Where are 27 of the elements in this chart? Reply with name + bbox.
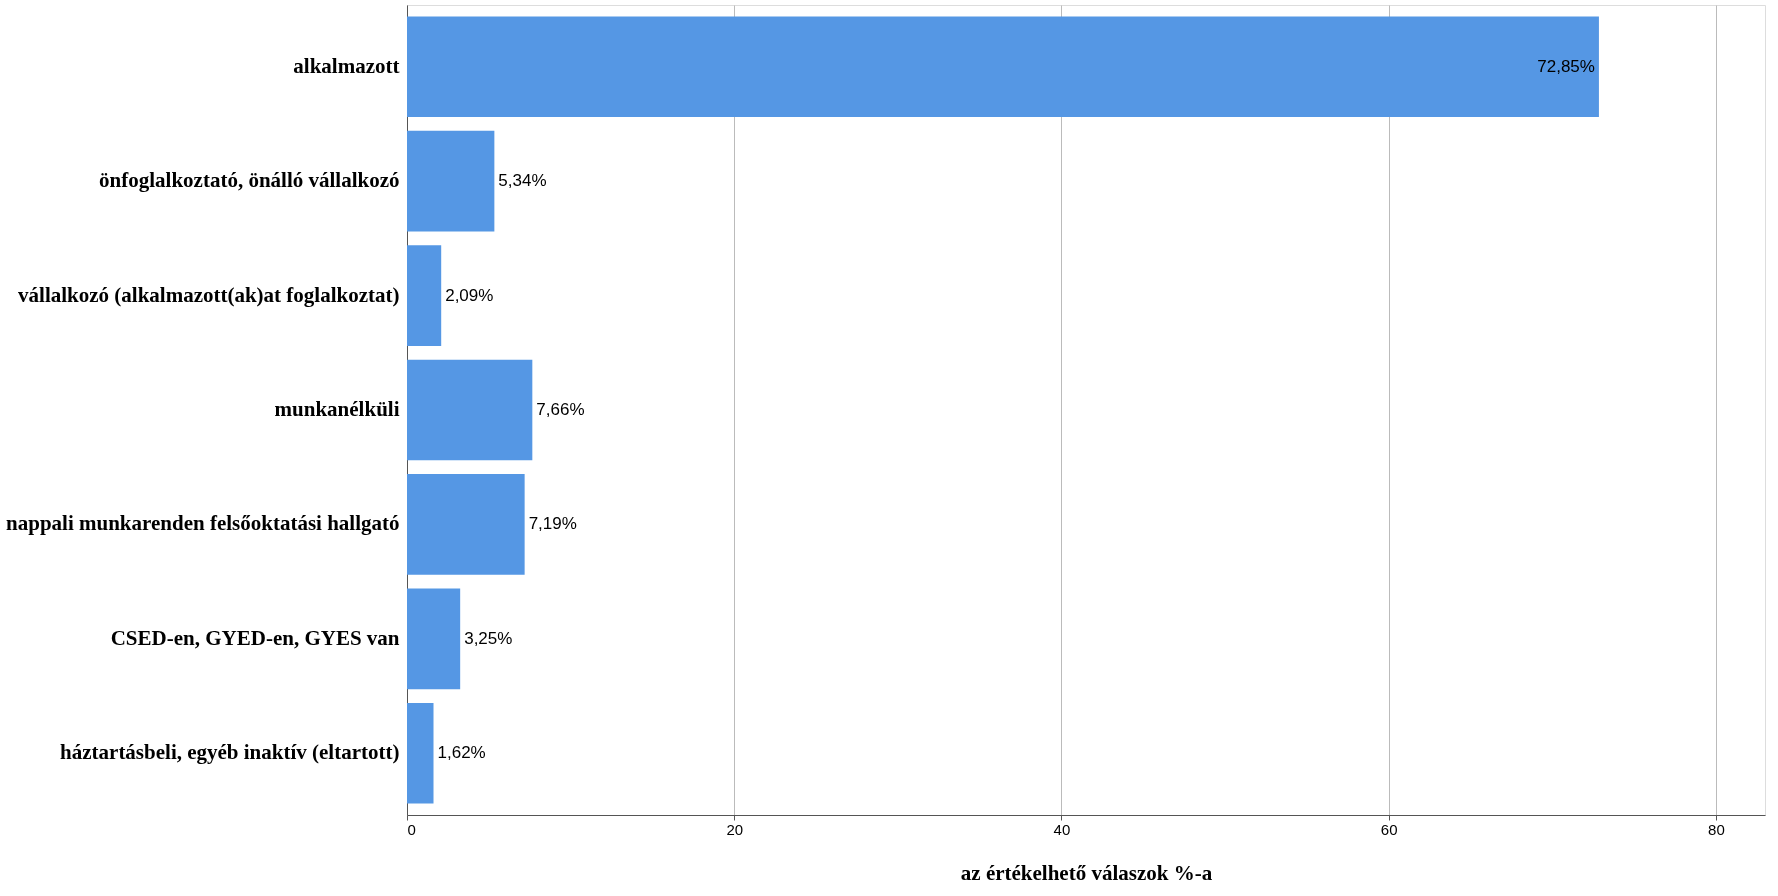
data-label: 7,19% bbox=[528, 514, 577, 534]
data-label: 72,85% bbox=[1537, 56, 1595, 76]
y-tick-label: háztartásbeli, egyéb inaktív (eltartott) bbox=[60, 740, 400, 765]
data-label: 7,66% bbox=[536, 400, 585, 419]
data-label: 3,25% bbox=[464, 628, 513, 648]
bar bbox=[407, 702, 434, 804]
bar bbox=[407, 588, 461, 690]
y-tick-label: CSED-en, GYED-en, GYES van bbox=[110, 625, 400, 650]
bar bbox=[407, 474, 525, 575]
y-tick-label: munkanélküli bbox=[274, 397, 400, 421]
x-tick-label: 20 bbox=[726, 820, 744, 838]
x-tick-label: 0 bbox=[407, 820, 416, 838]
y-tick-label: vállalkozó (alkalmazott(ak)at foglalkoztat) bbox=[18, 282, 400, 307]
x-tick-label: 80 bbox=[1708, 820, 1725, 838]
x-tick-label: 60 bbox=[1380, 820, 1398, 838]
y-tick-label: alkalmazott bbox=[293, 53, 400, 78]
y-tick-label: önfoglalkoztató, önálló vállalkozó bbox=[99, 168, 400, 193]
x-tick-label: 40 bbox=[1053, 820, 1071, 838]
bar bbox=[407, 245, 442, 346]
data-label: 1,62% bbox=[437, 743, 486, 763]
bar bbox=[407, 16, 1599, 118]
bar bbox=[407, 359, 533, 461]
x-axis-title: az értékelhető válaszok %-a bbox=[960, 860, 1213, 885]
bar bbox=[407, 130, 495, 232]
data-label: 5,34% bbox=[498, 171, 547, 191]
y-tick-label: nappali munkarenden felsőoktatási hallgató bbox=[6, 511, 400, 536]
data-label: 2,09% bbox=[445, 285, 494, 305]
